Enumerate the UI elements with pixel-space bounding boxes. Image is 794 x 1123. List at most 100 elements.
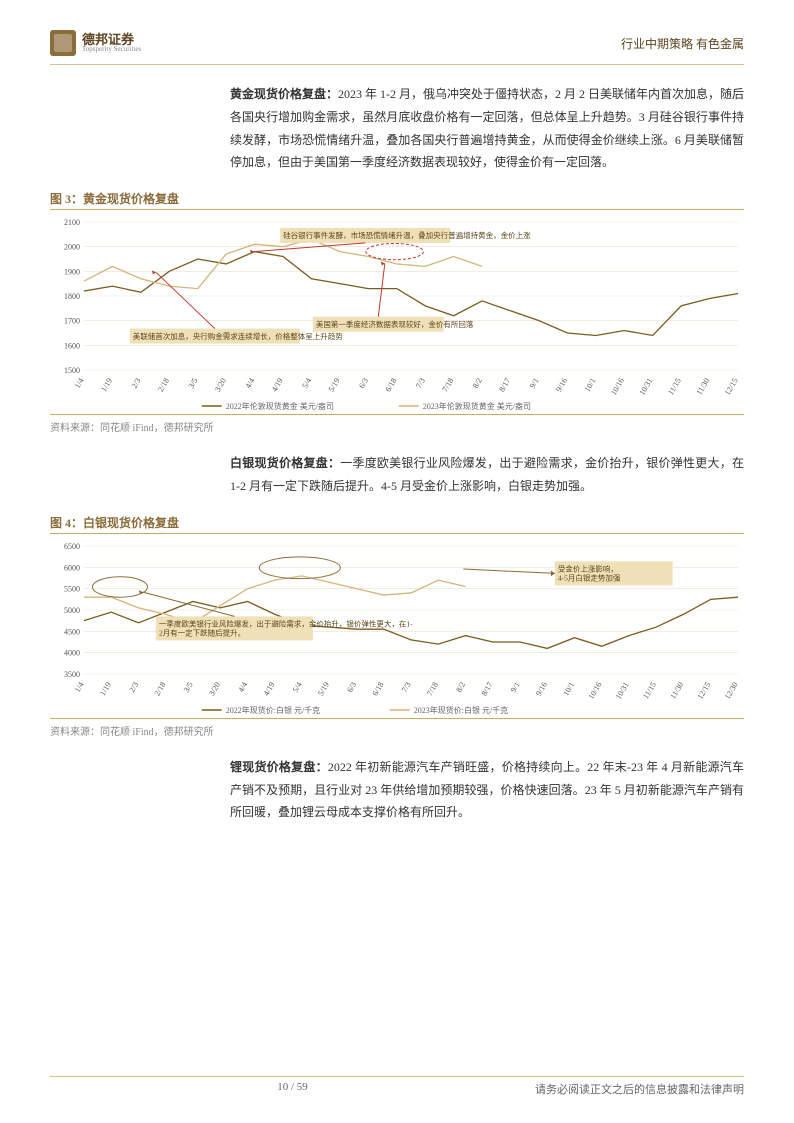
svg-text:硅谷银行事件发酵，市场恐慌情绪升温，叠加央行普遍增持黄金，金: 硅谷银行事件发酵，市场恐慌情绪升温，叠加央行普遍增持黄金，金价上涨 [283,230,531,240]
svg-text:10/1: 10/1 [561,680,576,697]
svg-text:5/4: 5/4 [300,377,313,390]
page-footer: 10 / 59 请务必阅读正文之后的信息披露和法律声明 [50,1076,744,1097]
svg-text:8/2: 8/2 [471,377,484,390]
svg-text:2023年伦敦现货黄金 美元/盎司: 2023年伦敦现货黄金 美元/盎司 [423,401,531,411]
svg-text:12/30: 12/30 [723,680,740,700]
svg-text:12/15: 12/15 [723,377,740,397]
fig4-source: 资料来源：同花顺 iFind，德邦研究所 [50,723,744,738]
svg-text:6/18: 6/18 [371,680,386,697]
svg-text:5/19: 5/19 [327,377,342,394]
svg-text:6/3: 6/3 [357,377,370,390]
svg-text:10/31: 10/31 [638,377,655,397]
svg-text:11/30: 11/30 [668,680,685,700]
logo-text-en: Topsperity Securities [82,46,141,53]
para1-lead: 黄金现货价格复盘： [230,87,338,101]
svg-text:6500: 6500 [64,542,80,551]
svg-text:5/19: 5/19 [316,680,331,697]
svg-text:7/18: 7/18 [440,377,455,394]
paragraph-silver: 白银现货价格复盘：一季度欧美银行业风险爆发，出于避险需求，金价抬升，银价弹性更大… [230,452,744,498]
svg-text:5/4: 5/4 [291,680,304,693]
svg-text:1/19: 1/19 [98,680,113,697]
svg-text:10/16: 10/16 [609,377,626,397]
svg-text:2023年现货价:白银 元/千克: 2023年现货价:白银 元/千克 [414,705,508,715]
svg-text:3500: 3500 [64,670,80,679]
svg-text:2/3: 2/3 [127,680,140,693]
svg-text:2/3: 2/3 [130,377,143,390]
svg-text:9/16: 9/16 [534,680,549,697]
page-header: 德邦证券 Topsperity Securities 行业中期策略 有色金属 [50,30,744,56]
svg-text:1/4: 1/4 [73,377,86,390]
svg-text:3/5: 3/5 [182,680,195,693]
svg-text:8/2: 8/2 [454,680,467,693]
svg-text:4500: 4500 [64,627,80,636]
paragraph-lithium: 锂现货价格复盘：2022 年初新能源汽车产销旺盛，价格持续向上。22 年末-23… [230,756,744,824]
svg-text:11/30: 11/30 [695,377,712,397]
page-number: 10 / 59 [277,1081,308,1097]
header-category: 行业中期策略 有色金属 [621,35,744,52]
svg-text:8/17: 8/17 [497,377,512,394]
svg-text:3/5: 3/5 [187,377,200,390]
svg-text:12/15: 12/15 [696,680,713,700]
logo: 德邦证券 Topsperity Securities [50,30,141,56]
footer-disclaimer: 请务必阅读正文之后的信息披露和法律声明 [535,1081,744,1097]
para3-lead: 锂现货价格复盘： [230,760,328,774]
svg-text:一季度欧美银行业风险爆发，出于避险需求，金价抬升，银价弹性更: 一季度欧美银行业风险爆发，出于避险需求，金价抬升，银价弹性更大，在1- [159,618,413,628]
svg-text:1900: 1900 [64,268,80,277]
svg-text:10/1: 10/1 [583,377,598,394]
fig4-divider-bottom [50,718,744,719]
svg-text:6000: 6000 [64,563,80,572]
svg-text:5000: 5000 [64,606,80,615]
svg-text:2/18: 2/18 [156,377,171,394]
header-divider [50,64,744,65]
fig3-divider [50,209,744,210]
svg-text:2/18: 2/18 [153,680,168,697]
chart-gold: 1500 1600 1700 1800 1900 2000 2100 1/4 1/19 2/3 2/… [50,214,744,414]
svg-text:6/3: 6/3 [345,680,358,693]
svg-text:2022年现货价:白银 元/千克: 2022年现货价:白银 元/千克 [226,705,320,715]
svg-text:11/15: 11/15 [641,680,658,700]
svg-text:1800: 1800 [64,292,80,301]
fig3-source: 资料来源：同花顺 iFind，德邦研究所 [50,419,744,434]
svg-text:4/19: 4/19 [270,377,285,394]
svg-text:9/1: 9/1 [528,377,541,390]
svg-text:受金价上涨影响，: 受金价上涨影响， [558,563,618,573]
chart-silver-svg: 3500 4000 4500 5000 5500 6000 6500 1/4 1/19 2/3 2/… [50,538,744,718]
svg-text:4/19: 4/19 [262,680,277,697]
svg-text:6/18: 6/18 [384,377,399,394]
svg-text:7/3: 7/3 [400,680,413,693]
svg-text:美国第一季度经济数据表现较好，金价有所回落: 美国第一季度经济数据表现较好，金价有所回落 [316,319,474,329]
svg-text:4/4: 4/4 [236,680,249,693]
svg-text:2022年伦敦现货黄金 美元/盎司: 2022年伦敦现货黄金 美元/盎司 [226,401,334,411]
svg-text:2000: 2000 [64,243,80,252]
svg-text:10/31: 10/31 [614,680,631,700]
svg-text:9/1: 9/1 [509,680,522,693]
fig4-title: 图 4：白银现货价格复盘 [50,514,744,531]
svg-text:2100: 2100 [64,218,80,227]
svg-text:7/18: 7/18 [425,680,440,697]
chart-gold-svg: 1500 1600 1700 1800 1900 2000 2100 1/4 1/19 2/3 2/… [50,214,744,414]
fig3-divider-bottom [50,414,744,415]
para2-lead: 白银现货价格复盘： [230,456,340,470]
svg-text:1700: 1700 [64,317,80,326]
svg-text:4-5月白银走势加强: 4-5月白银走势加强 [558,572,621,582]
svg-text:2月有一定下跌随后提升。: 2月有一定下跌随后提升。 [159,627,245,637]
svg-text:3/20: 3/20 [207,680,222,697]
paragraph-gold: 黄金现货价格复盘：2023 年 1-2 月，俄乌冲突处于僵持状态，2 月 2 日… [230,83,744,174]
svg-text:美联储首次加息，央行购金需求连续增长，价格整体呈上升趋势: 美联储首次加息，央行购金需求连续增长，价格整体呈上升趋势 [133,331,343,341]
svg-text:10/16: 10/16 [587,680,604,700]
svg-text:1/19: 1/19 [99,377,114,394]
svg-text:11/15: 11/15 [666,377,683,397]
svg-text:1500: 1500 [64,366,80,375]
svg-text:7/3: 7/3 [414,377,427,390]
svg-text:4000: 4000 [64,648,80,657]
svg-text:9/16: 9/16 [554,377,569,394]
svg-text:1600: 1600 [64,342,80,351]
fig4-divider [50,533,744,534]
logo-icon [50,30,76,56]
svg-text:5500: 5500 [64,584,80,593]
fig3-title: 图 3：黄金现货价格复盘 [50,190,744,207]
svg-text:8/17: 8/17 [480,680,495,697]
svg-text:1/4: 1/4 [73,680,86,693]
svg-text:3/20: 3/20 [213,377,228,394]
svg-text:4/4: 4/4 [243,377,256,390]
